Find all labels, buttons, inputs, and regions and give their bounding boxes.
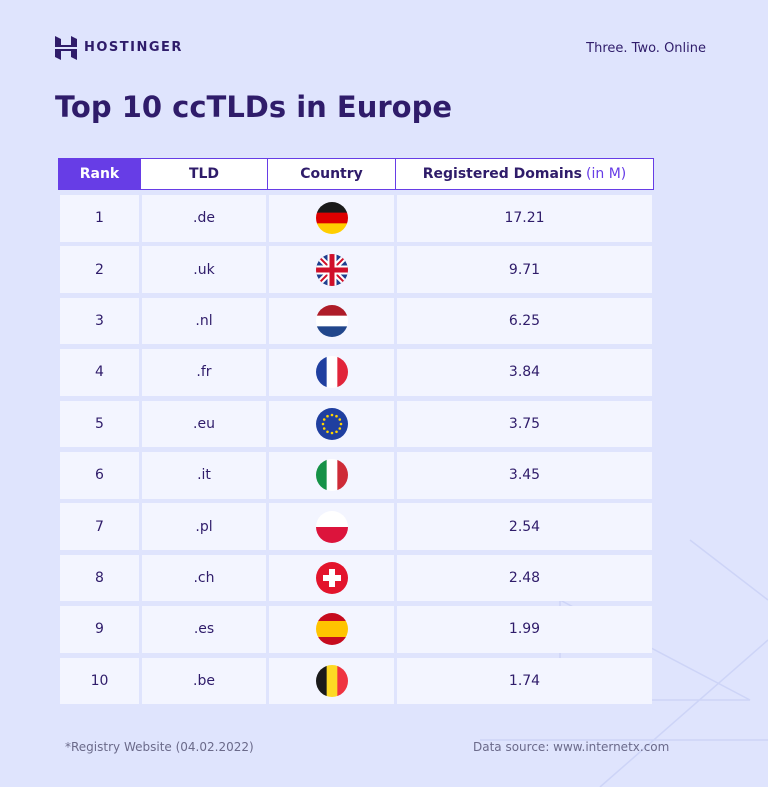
- column-header: Rank: [58, 158, 141, 190]
- table-cell: .it: [142, 452, 266, 499]
- column-header: Country: [267, 158, 396, 190]
- flag: [315, 202, 348, 235]
- data-source: Data source: www.internetx.com: [473, 740, 670, 754]
- footnote: *Registry Website (04.02.2022): [65, 740, 254, 754]
- flag-cell: [269, 195, 394, 242]
- column-header-text: Registered Domains: [422, 166, 583, 182]
- table-cell: 1: [60, 195, 139, 242]
- table-cell: 17.21: [397, 195, 652, 242]
- flag-cell: [269, 452, 394, 499]
- table-cell: 7: [60, 503, 139, 550]
- table-cell: .uk: [142, 246, 266, 293]
- flag-cell: [269, 657, 394, 705]
- flag-cell: [269, 400, 394, 448]
- column-header: TLD: [140, 158, 268, 190]
- table-cell: .fr: [142, 349, 266, 396]
- table-cell: 1.99: [397, 606, 652, 653]
- flag: [315, 407, 348, 440]
- flag-cell: [269, 606, 394, 653]
- table-cell: .es: [142, 606, 266, 653]
- table-cell: .be: [142, 657, 266, 705]
- flag-cell: [269, 554, 394, 602]
- table-cell: 6: [60, 452, 139, 499]
- table-cell: 3.84: [397, 349, 652, 396]
- flag: [315, 613, 348, 646]
- tagline: Three. Two. Online: [586, 41, 706, 56]
- logo-icon: [55, 36, 77, 60]
- flag-cell: [269, 349, 394, 396]
- table-cell: 1.74: [397, 657, 652, 705]
- brand-name: HOSTINGER: [84, 40, 183, 55]
- flag: [315, 510, 348, 543]
- table-cell: .nl: [142, 297, 266, 345]
- table-cell: 3.45: [397, 452, 652, 499]
- table-cell: 9.71: [397, 246, 652, 293]
- table-cell: .eu: [142, 400, 266, 448]
- flag: [315, 305, 348, 338]
- table-cell: 3.75: [397, 400, 652, 448]
- column-header: Registered Domains (in M): [395, 158, 654, 190]
- flag-cell: [269, 246, 394, 293]
- table-cell: .de: [142, 195, 266, 242]
- table-cell: 2.48: [397, 554, 652, 602]
- table-cell: 2.54: [397, 503, 652, 550]
- table-cell: 2: [60, 246, 139, 293]
- flag: [315, 459, 348, 492]
- flag: [315, 664, 348, 697]
- table-cell: 3: [60, 297, 139, 345]
- table-cell: .ch: [142, 554, 266, 602]
- flag: [315, 562, 348, 595]
- table-cell: 8: [60, 554, 139, 602]
- table-cell: 4: [60, 349, 139, 396]
- flag-cell: [269, 297, 394, 345]
- table-cell: 9: [60, 606, 139, 653]
- title: Top 10 ccTLDs in Europe: [55, 90, 453, 124]
- table-cell: 10: [60, 657, 139, 705]
- table-cell: 5: [60, 400, 139, 448]
- flag: [315, 253, 348, 286]
- column-unit: (in M): [586, 166, 627, 182]
- table-cell: 6.25: [397, 297, 652, 345]
- table-cell: .pl: [142, 503, 266, 550]
- flag: [315, 356, 348, 389]
- flag-cell: [269, 503, 394, 550]
